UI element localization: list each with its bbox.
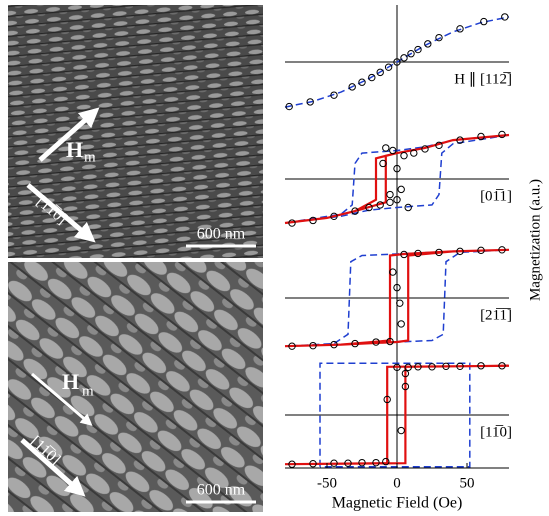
field-sub: m (82, 383, 94, 399)
data-point (397, 300, 403, 306)
panel-label: [11̅0] (480, 424, 512, 440)
data-point (405, 204, 411, 210)
data-point (401, 55, 407, 61)
page: {"images": [ {"field_label": "H", "field… (0, 0, 549, 516)
field-label: H (62, 369, 79, 394)
field-sub: m (84, 149, 96, 165)
data-point (481, 18, 487, 24)
x-tick-label: -50 (317, 475, 337, 491)
scale-label: 600 nm (197, 482, 246, 499)
figure: H m [11̅0] 600 nm H m [11̅0] 600 nm H ∥ … (0, 0, 549, 516)
y-axis-title: Magnetization (a.u.) (527, 179, 543, 301)
afm-image-bottom: H m [11̅0] 600 nm (8, 262, 263, 512)
hysteresis-plots: H ∥ [112̅] [01̅1] [21̅1̅] [11̅0] -50 0 50 Magne… (285, 5, 543, 512)
data-point (398, 321, 404, 327)
scale-label: 600 nm (197, 226, 246, 243)
panel-label: [01̅1] (480, 188, 512, 204)
data-point (502, 14, 508, 20)
data-point (436, 34, 442, 40)
x-tick-label: 0 (393, 475, 401, 491)
afm-texture (8, 5, 263, 258)
data-point (398, 186, 404, 192)
data-point (383, 145, 389, 151)
field-label: H (66, 137, 83, 162)
panel-label: H ∥ [112̅] (454, 71, 512, 87)
panel-label: [21̅1̅] (480, 307, 512, 323)
data-point (387, 191, 393, 197)
x-tick-label: 50 (460, 475, 475, 491)
data-point (387, 199, 393, 205)
data-point (398, 427, 404, 433)
x-axis-title: Magnetic Field (Oe) (332, 495, 463, 512)
afm-image-top: H m [11̅0] 600 nm (8, 5, 263, 258)
data-point (401, 152, 407, 158)
